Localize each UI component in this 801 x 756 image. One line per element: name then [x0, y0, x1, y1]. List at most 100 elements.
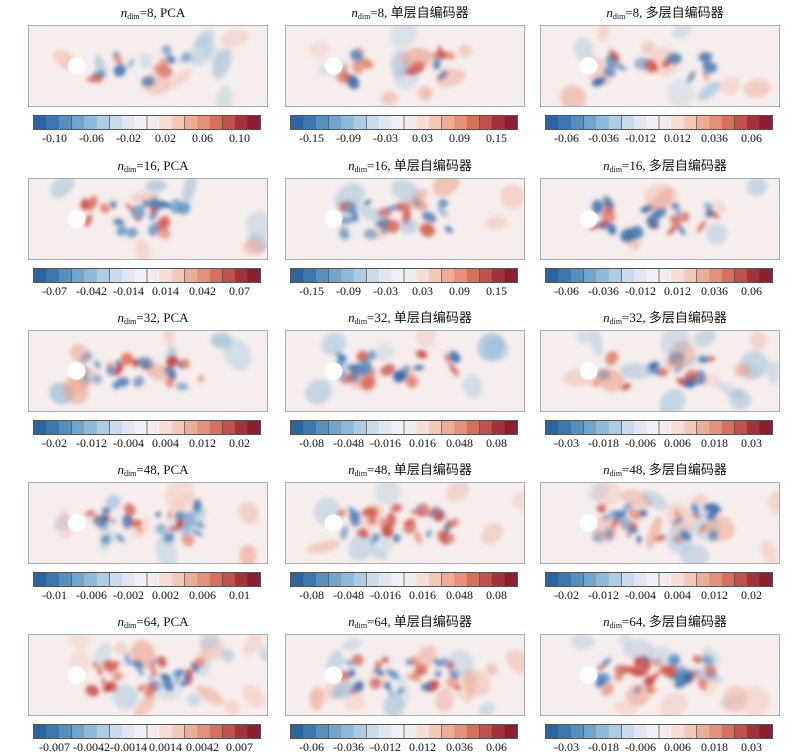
- colorbar-tick-label: 0.004: [664, 588, 691, 602]
- colorbar-tick-label: -0.036: [588, 284, 619, 298]
- vortex-blob: [84, 510, 95, 516]
- colorbar-tick-label: -0.06: [79, 131, 104, 145]
- vortex-blob: [413, 364, 424, 371]
- colorbar-tick-label: 0.007: [226, 740, 253, 754]
- vortex-blob: [574, 37, 594, 63]
- vortex-blob: [701, 647, 719, 668]
- colorbar-swatch: [441, 269, 455, 282]
- vortex-blob: [646, 515, 662, 549]
- panel-title: ndim=16, PCA: [28, 158, 278, 176]
- colorbar-swatch: [429, 116, 442, 129]
- colorbar-swatch: [633, 269, 647, 282]
- colorbar-swatch: [391, 421, 405, 434]
- colorbar-swatch: [608, 725, 622, 738]
- vortex-blob: [696, 220, 707, 233]
- vortex-blob: [628, 508, 642, 521]
- vortex-blob: [348, 372, 360, 383]
- colorbar-swatch: [366, 573, 380, 586]
- colorbar-swatch: [366, 269, 380, 282]
- colorbar-tick-labels: -0.02 -0.012 -0.004 0.004 0.012 0.02: [540, 588, 780, 604]
- colorbar-swatch: [684, 725, 697, 738]
- vortex-blob: [432, 57, 441, 70]
- vortex-blob: [648, 646, 673, 666]
- colorbar-swatch: [759, 573, 772, 586]
- method-label: 单层自编码器: [393, 158, 472, 173]
- colorbar-swatch: [571, 269, 584, 282]
- colorbar-tick-label: -0.06: [554, 131, 579, 145]
- vortex-blob: [666, 78, 695, 106]
- panel-title: ndim=48, 单层自编码器: [285, 462, 535, 480]
- colorbar-tick-label: -0.048: [333, 588, 364, 602]
- separator: ,: [387, 158, 394, 173]
- vortex-structures: [334, 179, 524, 240]
- equals-sign: =: [367, 158, 375, 173]
- colorbar-swatch: [546, 269, 559, 282]
- vortex-blob: [163, 68, 193, 91]
- colorbar-swatch: [316, 116, 329, 129]
- panel-title: ndim=8, PCA: [28, 5, 278, 23]
- colorbar-swatch: [671, 269, 685, 282]
- colorbar-tick-labels: -0.03 -0.018 -0.006 0.006 0.018 0.03: [540, 740, 780, 756]
- colorbar-swatch: [709, 269, 723, 282]
- vortex-blob: [666, 52, 682, 65]
- colorbar-tick-labels: -0.08 -0.048 -0.016 0.016 0.048 0.08: [285, 588, 525, 604]
- dim-subscript: dim: [609, 621, 623, 630]
- vortex-blob: [362, 375, 376, 389]
- vortex-blob: [339, 203, 345, 213]
- method-label: PCA: [163, 158, 189, 173]
- vortex-blob: [180, 358, 191, 369]
- colorbar-swatch: [671, 725, 685, 738]
- vortex-blob: [386, 684, 394, 697]
- dim-subscript: dim: [127, 12, 140, 21]
- colorbar: [545, 115, 773, 130]
- colorbar-swatch: [633, 725, 647, 738]
- vortex-blob: [111, 382, 117, 388]
- colorbar-swatch: [608, 573, 622, 586]
- colorbar-swatch: [571, 573, 584, 586]
- equals-sign: =: [367, 614, 375, 629]
- vortex-blob: [659, 389, 686, 411]
- vortex-blob: [86, 75, 104, 83]
- vortex-blob: [111, 518, 116, 524]
- colorbar-swatch: [454, 116, 468, 129]
- vortex-blob: [693, 331, 716, 348]
- vortex-blob: [601, 514, 613, 520]
- dim-value: 64: [629, 614, 643, 629]
- colorbar-swatch: [684, 116, 697, 129]
- separator: ,: [387, 462, 394, 477]
- colorbar-swatch: [172, 116, 185, 129]
- vortex-blob: [597, 665, 604, 671]
- vortex-blob: [351, 210, 359, 223]
- colorbar-swatch: [709, 116, 723, 129]
- colorbar-swatch: [34, 269, 47, 282]
- separator: ,: [153, 5, 160, 20]
- colorbar-swatch: [429, 269, 442, 282]
- vortex-structures: [49, 331, 252, 405]
- vortex-blob: [646, 684, 656, 694]
- vortex-blob: [180, 508, 207, 537]
- colorbar-tick-label: -0.006: [625, 436, 656, 450]
- panel-title: ndim=8, 多层自编码器: [540, 5, 790, 23]
- colorbar-swatch: [159, 116, 173, 129]
- colorbar-swatch: [59, 421, 72, 434]
- vortex-blob: [359, 527, 368, 537]
- colorbar: [33, 268, 261, 283]
- flow-field-plot: [285, 330, 525, 412]
- colorbar-swatch: [159, 573, 173, 586]
- colorbar-swatch: [583, 269, 597, 282]
- colorbar-swatch: [71, 725, 85, 738]
- vortex-blob: [351, 654, 364, 666]
- colorbar-tick-label: 0.07: [229, 284, 250, 298]
- vortex-blob: [336, 71, 352, 84]
- vortex-blob: [595, 674, 604, 689]
- method-label: 多层自编码器: [645, 5, 724, 20]
- vortex-blob: [420, 682, 432, 692]
- mode-panel: ndim=48, PCA -0.01 -0.006 -0.002 0.002 0.006 0…: [28, 462, 278, 602]
- vortex-blob: [743, 78, 772, 98]
- dim-symbol: n: [348, 310, 355, 325]
- vortex-blob: [161, 45, 172, 56]
- colorbar-swatch: [84, 116, 98, 129]
- colorbar-tick-label: -0.15: [299, 284, 324, 298]
- vortex-blob: [157, 655, 167, 668]
- colorbar-swatch: [134, 421, 148, 434]
